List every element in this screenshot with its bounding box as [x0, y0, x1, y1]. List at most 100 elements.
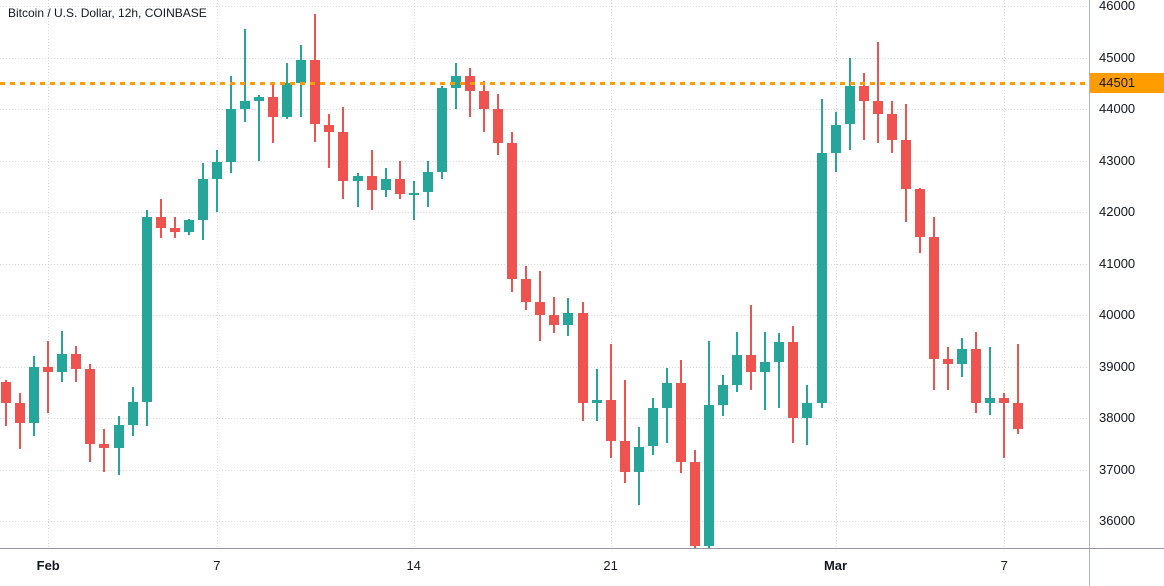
vertical-gridline	[835, 0, 837, 548]
candle-wick	[469, 67, 471, 117]
candle-body	[830, 124, 841, 153]
candle-body	[647, 407, 658, 447]
time-tick-label: 7	[1000, 558, 1008, 573]
candle-body	[226, 109, 236, 163]
candle-body	[240, 101, 250, 109]
time-tick-label: 14	[406, 558, 421, 573]
candle-body	[732, 354, 743, 385]
time-tick-label: Feb	[36, 558, 60, 573]
candle-wick	[244, 29, 246, 122]
vertical-gridline	[413, 0, 415, 548]
horizontal-gridline	[0, 263, 1089, 265]
candle-body	[816, 152, 827, 403]
candle-body	[774, 342, 785, 362]
candle-body	[296, 60, 307, 84]
candle-body	[900, 140, 911, 189]
candle-body	[183, 219, 194, 232]
candle-wick	[595, 369, 598, 421]
candle-body	[886, 114, 897, 140]
candle-body	[71, 353, 82, 370]
candle-body	[324, 124, 335, 133]
candle-body	[858, 85, 869, 102]
candle-body	[197, 178, 208, 220]
horizontal-gridline	[0, 521, 1089, 523]
level-price-badge[interactable]: 44501	[1090, 73, 1164, 94]
candle-body	[436, 88, 447, 172]
horizontal-gridline	[0, 212, 1089, 214]
symbol-title[interactable]: Bitcoin / U.S. Dollar, 12h, COINBASE	[8, 6, 207, 20]
candle-body	[450, 75, 461, 89]
candle-wick	[103, 428, 106, 473]
candle-body	[380, 178, 391, 190]
candle-wick	[623, 379, 626, 483]
candle-body	[549, 315, 560, 326]
candle-body	[985, 397, 996, 403]
candle-wick	[876, 42, 879, 143]
candle-wick	[215, 150, 218, 213]
price-tick-label: 38000	[1099, 410, 1136, 426]
horizontal-gridline	[0, 109, 1089, 110]
candle-wick	[750, 304, 753, 390]
candle-body	[746, 354, 757, 372]
candle-wick	[356, 172, 359, 207]
candle-wick	[553, 297, 556, 334]
candle-body	[29, 366, 40, 424]
candle-body	[254, 97, 265, 102]
candle-body	[760, 361, 771, 372]
vertical-gridline	[610, 0, 612, 548]
price-tick-label: 45000	[1099, 49, 1136, 65]
price-tick-label: 39000	[1099, 358, 1136, 374]
vertical-gridline	[1004, 0, 1006, 548]
time-tick-label: 7	[213, 558, 221, 573]
price-axis-border	[1089, 0, 1090, 586]
horizontal-gridline	[0, 366, 1089, 368]
candle-body	[394, 178, 405, 195]
candle-body	[718, 384, 729, 405]
candle-body	[704, 404, 714, 546]
candle-body	[675, 382, 686, 463]
candle-body	[282, 83, 293, 117]
price-tick-label: 36000	[1099, 513, 1136, 529]
horizontal-gridline	[0, 160, 1089, 162]
candle-body	[141, 217, 152, 402]
candle-body	[605, 400, 616, 442]
candle-body	[929, 236, 939, 359]
price-tick-label: 46000	[1099, 0, 1136, 13]
candle-body	[619, 441, 630, 473]
candle-body	[338, 132, 349, 182]
candle-wick	[412, 181, 415, 220]
candle-body	[844, 85, 855, 125]
candle-body	[971, 348, 982, 403]
candle-body	[1013, 402, 1024, 429]
candle-wick	[5, 379, 7, 426]
candle-body	[591, 400, 602, 403]
horizontal-gridline	[0, 418, 1089, 420]
price-tick-label: 42000	[1099, 204, 1136, 220]
candle-body	[633, 446, 644, 473]
candle-body	[914, 188, 925, 237]
time-axis[interactable]: Feb 7 14 21 Mar 7	[0, 549, 1089, 586]
candle-wick	[989, 347, 992, 415]
chart-plot-area[interactable]	[0, 0, 1089, 548]
candle-body	[999, 397, 1010, 403]
candle-body	[957, 348, 968, 365]
candle-body	[872, 101, 883, 115]
candle-body	[408, 192, 419, 195]
candle-body	[521, 279, 532, 303]
time-tick-label: Mar	[823, 558, 848, 573]
candle-body	[661, 382, 672, 408]
candle-body	[352, 176, 363, 182]
candle-body	[169, 227, 180, 232]
candle-body	[788, 342, 799, 419]
candle-wick	[862, 73, 865, 140]
candle-body	[268, 97, 279, 117]
price-tick-label: 44000	[1099, 101, 1136, 116]
price-tick-label: 41000	[1099, 255, 1136, 271]
price-axis[interactable]: 44501 46000 45000 44000 43000 42000 41000 4000…	[1090, 0, 1164, 548]
price-tick-label: 37000	[1099, 461, 1136, 477]
candle-wick	[1003, 392, 1006, 458]
candle-body	[211, 162, 222, 179]
candle-wick	[47, 340, 50, 413]
level-line[interactable]	[0, 82, 1089, 86]
